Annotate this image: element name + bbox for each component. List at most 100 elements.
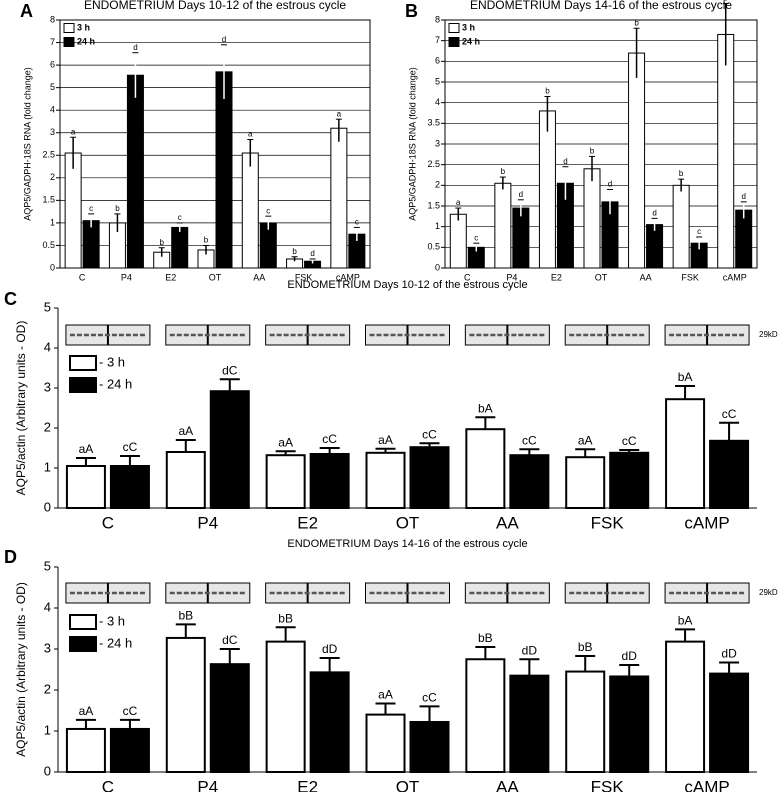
legend-label: - 3 h [99, 354, 125, 369]
bar [709, 439, 750, 509]
significance-letter: b [545, 87, 550, 96]
significance-letter: d [310, 249, 314, 258]
bar [565, 670, 606, 773]
significance-letter: b [723, 0, 728, 3]
x-tick-label: AA [496, 513, 519, 532]
y-tick-label: 2 [435, 180, 440, 190]
y-tick-label: 7 [50, 37, 55, 47]
y-axis-label: AQP5/actin (Arbitrary units - OD) [14, 321, 28, 496]
y-axis-label: AQP5/actin (Arbitrary units - OD) [14, 582, 28, 757]
bar [465, 658, 506, 773]
y-tick-label: 5 [50, 82, 55, 92]
significance-letter: b [634, 18, 639, 27]
y-axis-label: AQP5/GADPH-18S RNA (fold change) [407, 67, 417, 221]
y-tick-label: 2 [44, 419, 51, 434]
bar [583, 168, 601, 269]
significance-letter: c [697, 227, 701, 236]
x-tick-label: C [464, 272, 471, 282]
legend-label: 3 h [77, 22, 90, 32]
y-tick-label: 0 [435, 262, 440, 272]
significance-letter: a [248, 130, 253, 139]
x-tick-label: E2 [165, 272, 176, 282]
x-tick-label: P4 [506, 272, 517, 282]
plot-frame [444, 19, 758, 269]
bar [609, 451, 650, 509]
plot-frame [59, 19, 371, 269]
significance-letter: bB [178, 609, 193, 623]
significance-letter: aA [79, 442, 94, 456]
significance-letter: cC [422, 427, 437, 441]
legend-swatch [63, 37, 75, 47]
y-tick-label: 1 [44, 722, 51, 737]
significance-letter: aA [79, 704, 94, 718]
x-tick-label: FSK [295, 272, 313, 282]
significance-letter: bA [478, 401, 493, 415]
significance-letter: b [679, 169, 684, 178]
x-tick-label: FSK [681, 272, 699, 282]
significance-letter: cC [522, 433, 537, 447]
significance-letter: a [456, 198, 461, 207]
y-tick-label: 3 [50, 127, 55, 137]
panel-letter: B [405, 1, 418, 21]
blot-label: 29kDa [759, 330, 778, 339]
y-tick-label: 4 [44, 599, 51, 614]
significance-letter: bA [678, 613, 693, 627]
bar [538, 110, 556, 269]
panel-letter: A [20, 1, 33, 21]
y-tick-label: 4 [44, 339, 51, 354]
bar [64, 152, 82, 269]
y-tick-label: 3 [44, 640, 51, 655]
x-tick-label: P4 [121, 272, 132, 282]
bar [449, 213, 467, 269]
y-tick-label: 1.5 [42, 195, 55, 205]
bar [672, 184, 690, 269]
bar [309, 453, 350, 509]
significance-letter: aA [578, 433, 593, 447]
significance-letter: c [89, 204, 93, 213]
bar [512, 207, 530, 269]
y-tick-label: 6 [435, 56, 440, 66]
x-tick-label: cAMP [336, 272, 360, 282]
bar [109, 465, 150, 509]
legend-swatch [69, 377, 97, 393]
y-tick-label: 0 [50, 262, 55, 272]
y-tick-label: 1.5 [427, 200, 440, 210]
legend-swatch [63, 23, 75, 33]
significance-letter: bB [278, 611, 293, 625]
significance-letter: cC [622, 434, 637, 448]
significance-letter: aA [178, 424, 193, 438]
x-tick-label: P4 [197, 513, 218, 532]
bar [65, 465, 106, 509]
bar [309, 671, 350, 773]
significance-letter: aA [278, 435, 293, 449]
bar [82, 220, 100, 269]
significance-letter: a [337, 109, 342, 118]
y-tick-label: 0.5 [427, 242, 440, 252]
x-tick-label: OT [396, 777, 420, 792]
bar [265, 640, 306, 773]
x-tick-label: C [79, 272, 86, 282]
y-tick-label: 3 [44, 379, 51, 394]
bar [509, 454, 550, 510]
significance-letter: c [474, 233, 478, 242]
bar [209, 663, 250, 773]
significance-letter: c [178, 213, 182, 222]
y-tick-label: 1 [44, 459, 51, 474]
y-tick-label: 4 [50, 105, 55, 115]
bar [165, 636, 206, 773]
bar [409, 446, 450, 510]
bar [409, 720, 450, 773]
x-tick-label: AA [253, 272, 265, 282]
significance-letter: a [71, 127, 76, 136]
significance-letter: cC [123, 440, 138, 454]
bar [165, 451, 206, 509]
significance-letter: b [115, 204, 120, 213]
legend-label: - 3 h [99, 613, 125, 628]
x-tick-label: OT [595, 272, 608, 282]
x-tick-label: OT [396, 513, 420, 532]
y-tick-label: 6 [50, 59, 55, 69]
legend-label: - 24 h [99, 635, 132, 650]
bar [65, 727, 106, 774]
legend-label: 24 h [77, 36, 95, 46]
